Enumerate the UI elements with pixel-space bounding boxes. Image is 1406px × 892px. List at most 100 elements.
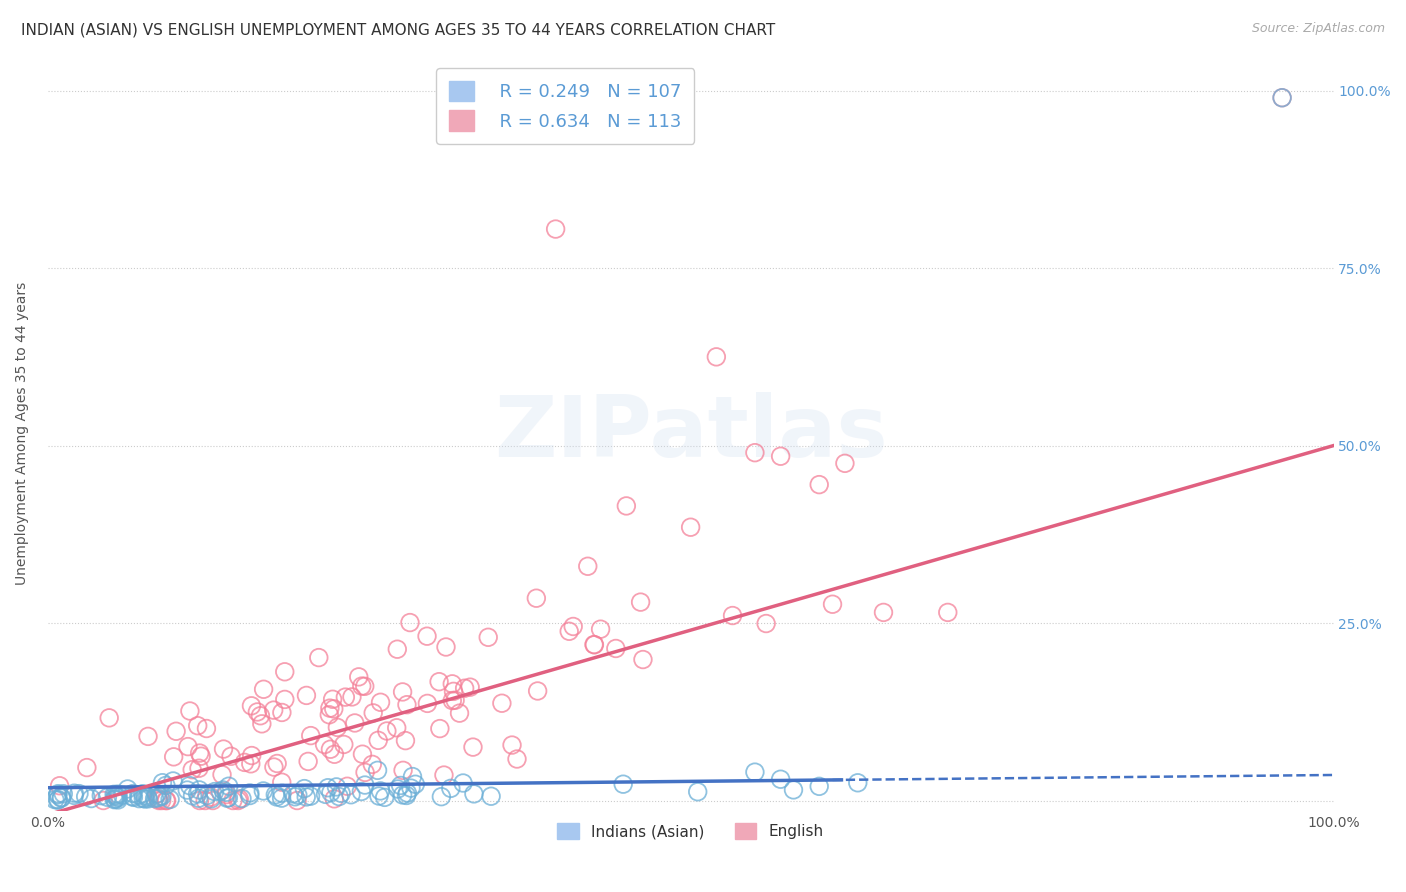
- Point: [188, 746, 211, 760]
- Point: [212, 742, 235, 756]
- Point: [391, 788, 413, 802]
- Point: [328, 789, 350, 804]
- Point: [187, 719, 209, 733]
- Point: [343, 715, 366, 730]
- Point: [209, 784, 232, 798]
- Point: [361, 757, 384, 772]
- Point: [145, 787, 167, 801]
- Point: [315, 788, 337, 802]
- Point: [395, 698, 418, 712]
- Point: [319, 701, 342, 715]
- Point: [631, 652, 654, 666]
- Point: [589, 622, 612, 636]
- Point: [434, 640, 457, 654]
- Text: ZIPatlas: ZIPatlas: [494, 392, 887, 475]
- Point: [704, 350, 727, 364]
- Point: [544, 222, 567, 236]
- Point: [612, 777, 634, 791]
- Point: [769, 772, 792, 787]
- Point: [524, 591, 547, 606]
- Point: [769, 449, 792, 463]
- Point: [266, 789, 288, 804]
- Point: [177, 739, 200, 754]
- Point: [252, 784, 274, 798]
- Point: [146, 790, 169, 805]
- Point: [204, 784, 226, 798]
- Point: [340, 690, 363, 704]
- Point: [361, 706, 384, 720]
- Point: [326, 720, 349, 734]
- Point: [404, 777, 426, 791]
- Point: [212, 783, 235, 797]
- Point: [416, 629, 439, 643]
- Point: [266, 756, 288, 771]
- Point: [458, 680, 481, 694]
- Point: [136, 792, 159, 806]
- Point: [582, 638, 605, 652]
- Point: [443, 684, 465, 698]
- Point: [782, 783, 804, 797]
- Point: [146, 787, 169, 801]
- Point: [558, 624, 581, 639]
- Point: [463, 787, 485, 801]
- Point: [121, 789, 143, 804]
- Point: [179, 704, 201, 718]
- Point: [149, 789, 172, 804]
- Point: [387, 642, 409, 657]
- Point: [91, 793, 114, 807]
- Point: [117, 781, 139, 796]
- Point: [136, 730, 159, 744]
- Point: [444, 693, 467, 707]
- Point: [107, 787, 129, 801]
- Point: [148, 793, 170, 807]
- Point: [132, 791, 155, 805]
- Point: [226, 793, 249, 807]
- Point: [292, 781, 315, 796]
- Point: [52, 787, 75, 801]
- Point: [375, 724, 398, 739]
- Point: [228, 792, 250, 806]
- Point: [239, 756, 262, 771]
- Point: [350, 679, 373, 693]
- Point: [176, 783, 198, 797]
- Point: [389, 779, 412, 793]
- Point: [416, 697, 439, 711]
- Point: [340, 788, 363, 802]
- Point: [297, 755, 319, 769]
- Point: [67, 787, 90, 801]
- Point: [808, 477, 831, 491]
- Point: [461, 740, 484, 755]
- Point: [686, 785, 709, 799]
- Point: [103, 793, 125, 807]
- Point: [240, 748, 263, 763]
- Point: [159, 792, 181, 806]
- Point: [370, 784, 392, 798]
- Point: [143, 791, 166, 805]
- Point: [755, 616, 778, 631]
- Point: [562, 619, 585, 633]
- Point: [347, 670, 370, 684]
- Point: [233, 756, 256, 770]
- Point: [429, 722, 451, 736]
- Point: [181, 763, 204, 777]
- Point: [188, 793, 211, 807]
- Point: [134, 789, 156, 803]
- Point: [152, 775, 174, 789]
- Point: [295, 689, 318, 703]
- Point: [387, 782, 409, 797]
- Point: [122, 790, 145, 805]
- Point: [270, 775, 292, 789]
- Point: [396, 786, 419, 800]
- Point: [274, 692, 297, 706]
- Point: [215, 791, 238, 805]
- Point: [367, 733, 389, 747]
- Point: [322, 692, 344, 706]
- Point: [246, 705, 269, 719]
- Point: [352, 747, 374, 762]
- Point: [51, 791, 73, 805]
- Point: [336, 779, 359, 793]
- Point: [155, 779, 177, 793]
- Point: [136, 789, 159, 804]
- Legend: Indians (Asian), English: Indians (Asian), English: [551, 817, 830, 845]
- Point: [441, 693, 464, 707]
